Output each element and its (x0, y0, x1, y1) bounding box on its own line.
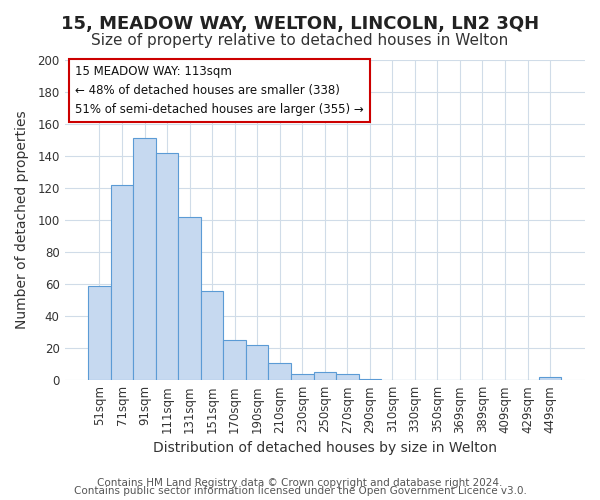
Bar (359, 378, 381, 380)
Bar (111, 185, 133, 380)
Text: 15 MEADOW WAY: 113sqm
← 48% of detached houses are smaller (338)
51% of semi-det: 15 MEADOW WAY: 113sqm ← 48% of detached … (75, 65, 364, 116)
Bar (314, 372, 336, 380)
Text: 15, MEADOW WAY, WELTON, LINCOLN, LN2 3QH: 15, MEADOW WAY, WELTON, LINCOLN, LN2 3QH (61, 15, 539, 33)
Bar (133, 138, 156, 380)
Bar (268, 362, 291, 380)
Bar (223, 340, 246, 380)
Text: Contains HM Land Registry data © Crown copyright and database right 2024.: Contains HM Land Registry data © Crown c… (97, 478, 503, 488)
Bar (291, 374, 314, 380)
Bar (178, 217, 201, 380)
Bar (336, 374, 359, 380)
Text: Size of property relative to detached houses in Welton: Size of property relative to detached ho… (91, 32, 509, 48)
Bar (156, 153, 178, 380)
X-axis label: Distribution of detached houses by size in Welton: Distribution of detached houses by size … (153, 441, 497, 455)
Bar (539, 377, 562, 380)
Text: Contains public sector information licensed under the Open Government Licence v3: Contains public sector information licen… (74, 486, 526, 496)
Bar (88, 286, 111, 380)
Y-axis label: Number of detached properties: Number of detached properties (15, 111, 29, 330)
Bar (201, 290, 223, 380)
Bar (246, 345, 268, 380)
